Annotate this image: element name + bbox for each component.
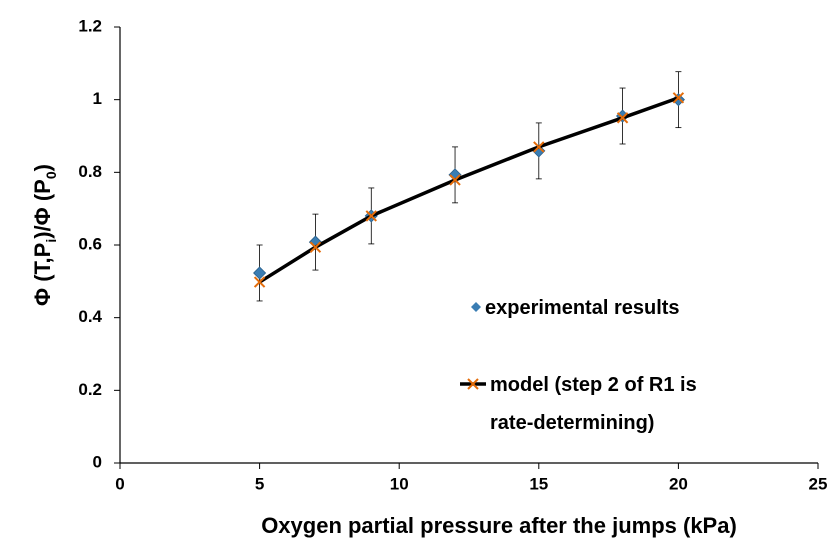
x-tick-label: 15 — [529, 474, 548, 493]
x-marker-stroke — [309, 241, 322, 253]
x-marker-stroke — [449, 174, 461, 186]
model-line — [258, 96, 679, 284]
x-marker-stroke — [616, 112, 629, 124]
x-marker — [309, 241, 322, 253]
y-tick-label: 1.2 — [78, 16, 102, 35]
y-tick-label: 1 — [93, 89, 102, 108]
x-marker — [672, 92, 685, 104]
x-marker-stroke — [365, 210, 377, 222]
y-axis-title-part: 0 — [43, 171, 59, 179]
y-axis-title-part: i — [43, 239, 59, 243]
x-marker — [533, 141, 545, 153]
x-marker — [365, 210, 377, 222]
diamond-marker — [253, 266, 267, 280]
x-marker — [616, 112, 629, 124]
y-axis-title-part: ) — [30, 164, 55, 171]
legend-label: model (step 2 of R1 is rate-determining) — [490, 374, 697, 434]
x-marker-stroke — [672, 92, 685, 104]
legend-marker — [471, 302, 481, 312]
x-marker — [253, 276, 266, 288]
x-marker-stroke — [467, 378, 479, 390]
y-tick-label: 0.4 — [78, 307, 102, 326]
y-tick-label: 0.8 — [78, 162, 102, 181]
x-marker-stroke — [533, 141, 545, 153]
x-tick-label: 10 — [390, 474, 409, 493]
y-tick-label: 0.2 — [78, 380, 102, 399]
y-axis-title-part: Φ (T,P — [30, 243, 55, 306]
x-marker-stroke — [253, 276, 266, 288]
y-tick-label: 0.6 — [78, 234, 102, 253]
y-axis-title: Φ (T,Pi)/Φ (P0) — [30, 164, 59, 306]
x-axis-title: Oxygen partial pressure after the jumps … — [261, 513, 737, 538]
legend-marker — [467, 378, 479, 390]
x-tick-label: 20 — [669, 474, 688, 493]
legend-label: experimental results — [485, 297, 680, 319]
x-tick-label: 0 — [115, 474, 124, 493]
x-marker — [449, 174, 461, 186]
x-tick-label: 5 — [255, 474, 264, 493]
x-tick-label: 25 — [809, 474, 828, 493]
y-axis-title-part: )/Φ (P — [30, 179, 55, 239]
y-tick-label: 0 — [93, 452, 102, 471]
